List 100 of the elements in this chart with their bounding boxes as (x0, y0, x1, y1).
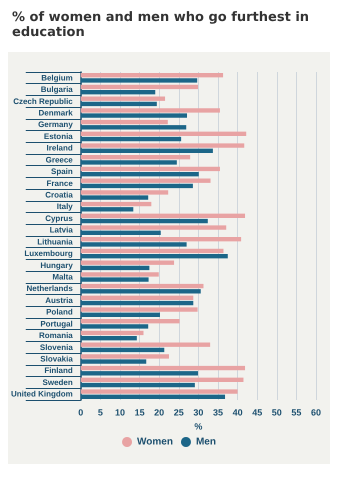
bar (80, 102, 157, 106)
bar (80, 277, 149, 282)
bar (80, 230, 161, 235)
bar (80, 190, 168, 195)
x-tick-label: 60 (310, 408, 322, 418)
bar (80, 136, 182, 142)
bar (80, 272, 159, 277)
bar (80, 324, 148, 329)
y-tick-label: Lithuania (37, 237, 74, 246)
x-tick-label: 35 (212, 408, 223, 418)
x-tick-label: 5 (98, 408, 103, 418)
bar (80, 330, 144, 336)
bar (80, 166, 220, 172)
bar (80, 143, 244, 148)
y-tick-label: Denmark (38, 108, 74, 118)
x-axis-title: % (194, 421, 202, 432)
legend-label: Men (196, 436, 216, 448)
y-tick-label: Slovakia (40, 354, 74, 364)
x-tick-label: 55 (291, 408, 302, 418)
bar (80, 266, 150, 270)
bar (80, 120, 168, 124)
y-tick-label: Austria (45, 296, 74, 305)
bar (80, 108, 220, 113)
bar (80, 84, 198, 90)
bar (80, 389, 238, 394)
bar (80, 225, 226, 230)
x-tick-label: 30 (193, 408, 204, 418)
y-tick-label: Belgium (41, 73, 73, 82)
bar (80, 300, 194, 306)
y-tick-label: Ireland (46, 144, 73, 153)
x-tick-label: 0 (78, 408, 84, 418)
bar (80, 178, 211, 183)
bar (80, 382, 195, 388)
bar (80, 160, 177, 165)
y-tick-label: Bulgaria (40, 85, 74, 94)
bar (80, 237, 242, 242)
x-tick-label: 45 (252, 408, 262, 418)
y-tick-label: Malta (52, 272, 74, 282)
bar (80, 336, 137, 340)
y-tick-label: Slovenia (40, 342, 74, 352)
y-tick-label: Estonia (44, 132, 74, 141)
bar (80, 125, 186, 130)
bar (80, 354, 169, 359)
bar (80, 371, 198, 376)
bar (80, 312, 160, 317)
bar (80, 202, 152, 206)
bar (80, 214, 246, 218)
bar (80, 148, 213, 153)
bar (80, 307, 198, 312)
x-tick-label: 10 (114, 408, 125, 418)
bar (80, 184, 193, 188)
x-tick-label: 40 (232, 408, 243, 418)
y-tick-label: Sweden (42, 378, 73, 387)
bar (80, 155, 190, 160)
bar (80, 207, 134, 212)
bar (80, 296, 194, 300)
bar (80, 289, 201, 294)
y-tick-label: Greece (46, 155, 74, 164)
y-tick-label: Finland (44, 366, 73, 376)
y-tick-label: United Kingdom (10, 390, 73, 399)
x-tick-label: 50 (272, 408, 282, 418)
bar (80, 348, 164, 352)
bar (80, 254, 228, 258)
y-tick-label: Latvia (50, 226, 74, 235)
bar (80, 73, 224, 78)
bar (80, 90, 156, 94)
y-tick-label: Italy (56, 202, 74, 212)
x-tick-label: 15 (134, 408, 145, 418)
y-tick-label: Netherlands (26, 284, 74, 294)
bar (80, 378, 244, 382)
bar (80, 366, 246, 370)
bar (80, 394, 226, 399)
bar (80, 319, 180, 324)
y-tick-label: Cyprus (45, 214, 74, 223)
bar (80, 113, 188, 118)
bar (80, 248, 224, 254)
y-tick-label: France (46, 178, 74, 188)
bar (80, 242, 187, 247)
bar (80, 218, 208, 224)
bar (80, 195, 148, 200)
bar (80, 78, 198, 83)
y-tick-label: Luxembourg (24, 249, 73, 258)
y-tick-label: Hungary (40, 260, 74, 270)
chart-title: % of women and men who go furthest in education (12, 10, 310, 40)
x-tick-label: 25 (174, 408, 184, 418)
bar (80, 172, 199, 176)
bar (80, 260, 174, 265)
y-tick-label: Portugal (40, 319, 73, 328)
bar (80, 359, 146, 364)
legend-label: Women (137, 436, 173, 448)
y-tick-label: Czech Republic (13, 96, 74, 106)
y-tick-label: Spain (50, 167, 73, 176)
y-tick-label: Germany (38, 120, 74, 130)
y-tick-label: Romania (38, 331, 74, 340)
bar (80, 96, 166, 101)
y-tick-label: Croatia (45, 190, 74, 200)
y-tick-label: Poland (46, 308, 73, 317)
bar (80, 342, 210, 347)
bar (80, 132, 246, 136)
x-tick-label: 20 (154, 408, 164, 418)
